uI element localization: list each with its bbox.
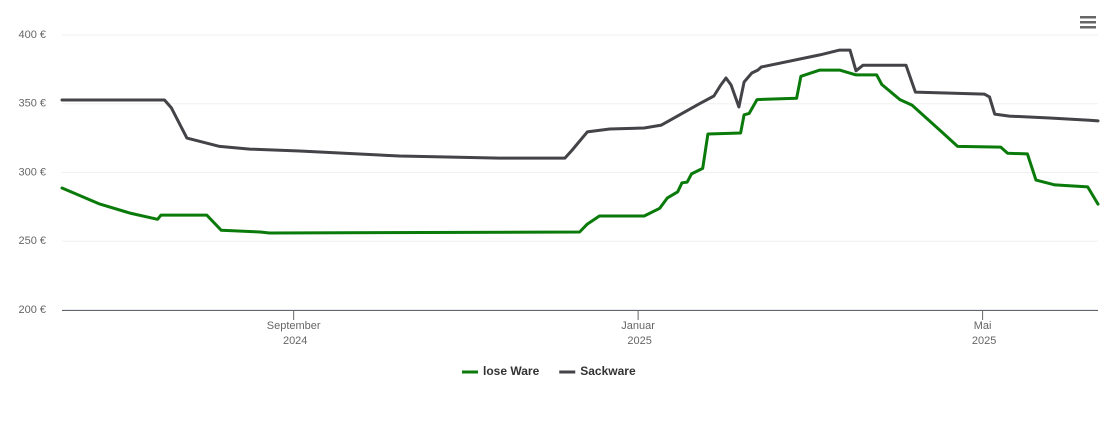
x-tick-label: Januar 2025 xyxy=(621,320,655,347)
legend-label: Sackware xyxy=(580,364,636,378)
y-tick-label: 400 € xyxy=(18,29,46,41)
menu-bar xyxy=(1080,16,1096,19)
y-tick-label: 350 € xyxy=(18,98,46,110)
y-tick-label: 300 € xyxy=(18,166,46,178)
legend-label: lose Ware xyxy=(483,364,540,378)
legend-item[interactable]: Sackware xyxy=(559,364,636,378)
menu-button[interactable] xyxy=(1080,15,1096,29)
y-tick-label: 200 € xyxy=(18,304,46,316)
menu-bar xyxy=(1080,21,1096,24)
x-tick-label: September 2024 xyxy=(267,320,321,347)
series-line xyxy=(60,48,1100,160)
menu-bar xyxy=(1080,26,1096,29)
y-tick-label: 250 € xyxy=(18,235,46,247)
x-tick-label: Mai 2025 xyxy=(969,320,997,347)
series-line xyxy=(60,68,1100,235)
legend: lose Ware Sackware xyxy=(462,364,636,378)
legend-item[interactable]: lose Ware xyxy=(462,364,540,378)
